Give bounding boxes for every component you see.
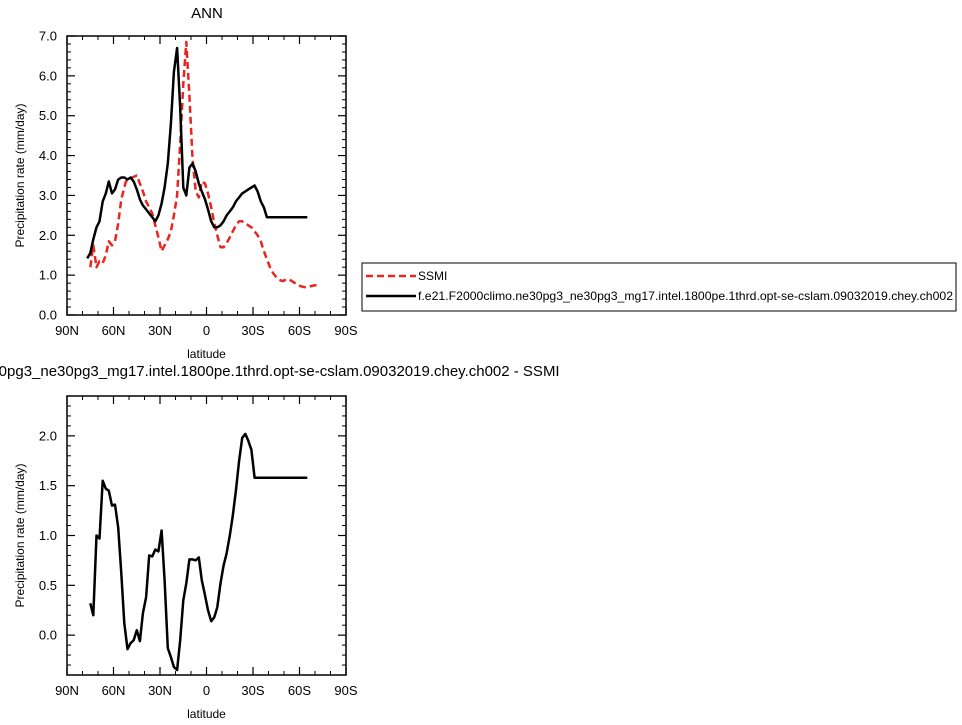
x-tick-label: 60N [102,323,126,338]
x-tick-label: 90N [55,683,79,698]
series-layer [89,432,308,672]
series-line-ssmi [89,40,321,289]
y-tick-label: 1.5 [39,478,57,493]
y-tick-label: 5.0 [39,108,57,123]
legend-label-ssmi: SSMI [418,269,447,283]
y-tick-label: 3.0 [39,188,57,203]
x-tick-label: 60N [102,683,126,698]
x-tick-label: 0 [203,323,210,338]
series-layer [86,40,321,289]
panel-bottom: f.e21.F2000climo.ne30pg3_ne30pg3_mg17.in… [0,363,560,721]
y-axis-label: Precipitation rate (mm/day) [13,103,27,247]
series-line-difference [89,432,308,672]
x-tick-label: 90S [334,683,357,698]
x-tick-label: 30N [148,323,172,338]
x-tick-label: 30N [148,683,172,698]
plot-frame [66,35,347,316]
x-tick-label: 30S [241,323,264,338]
x-tick-label: 60S [288,323,311,338]
chart-title-difference: f.e21.F2000climo.ne30pg3_ne30pg3_mg17.in… [0,363,560,380]
plot-frame [66,395,347,676]
x-axis-label: latitude [187,707,226,721]
x-tick-label: 90N [55,323,79,338]
y-tick-label: 4.0 [39,148,57,163]
x-tick-label: 0 [203,683,210,698]
legend-label-model: f.e21.F2000climo.ne30pg3_ne30pg3_mg17.in… [418,289,953,303]
panel-top: ANN 90N 60N 30N 0 30S 60S 90S 0.0 1.0 2.0 3.0 4.0 5.… [13,5,358,361]
y-tick-label: 1.0 [39,528,57,543]
tick-layer: 90N 60N 30N 0 30S 60S 90S 0.0 0.5 1.0 1.5 2.0 [39,395,358,698]
y-tick-label: 2.0 [39,228,57,243]
x-tick-label: 30S [241,683,264,698]
x-axis-label: latitude [187,347,226,361]
y-tick-label: 1.0 [39,268,57,283]
y-tick-label: 2.0 [39,428,57,443]
legend-box [361,262,957,312]
x-tick-label: 90S [334,323,357,338]
legend: SSMI f.e21.F2000climo.ne30pg3_ne30pg3_mg… [361,262,957,312]
chart-title: ANN [191,5,223,22]
y-tick-label: 0.5 [39,578,57,593]
y-tick-label: 7.0 [39,29,57,44]
y-tick-label: 0.0 [39,308,57,323]
y-axis-label: Precipitation rate (mm/day) [13,463,27,607]
y-tick-label: 0.0 [39,628,57,643]
x-tick-label: 60S [288,683,311,698]
series-line-model [86,46,308,260]
y-tick-label: 6.0 [39,68,57,83]
